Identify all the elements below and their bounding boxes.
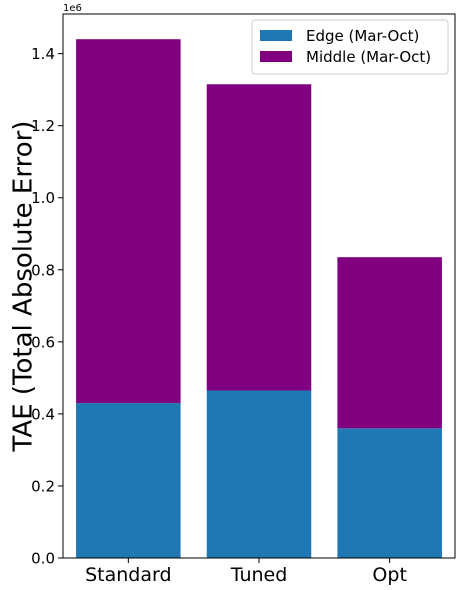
legend-label-middle: Middle (Mar-Oct) xyxy=(306,48,431,66)
y-offset-label: 1e6 xyxy=(63,3,82,14)
y-tick-label: 0.6 xyxy=(31,333,55,351)
x-tick-label: Tuned xyxy=(230,564,288,586)
bar-edge-opt xyxy=(337,428,442,558)
y-tick-label: 0.4 xyxy=(31,405,55,423)
bar-edge-tuned xyxy=(206,390,312,558)
y-axis: 0.0 0.2 0.4 0.6 0.8 1.0 1.2 1.4 xyxy=(31,45,63,568)
bar-middle-tuned xyxy=(206,84,312,391)
bar-middle-opt xyxy=(337,257,442,429)
bar-middle-standard xyxy=(76,39,181,404)
bars-layer xyxy=(76,39,442,558)
legend-swatch-middle xyxy=(260,51,292,62)
legend-box xyxy=(251,19,449,75)
y-axis-label: TAE (Total Absolute Error) xyxy=(9,121,39,453)
legend-swatch-edge xyxy=(260,30,292,41)
y-tick-label: 1.4 xyxy=(31,45,55,63)
legend: Edge (Mar-Oct) Middle (Mar-Oct) xyxy=(251,19,449,75)
legend-label-edge: Edge (Mar-Oct) xyxy=(306,27,419,45)
x-tick-label: Standard xyxy=(85,564,171,586)
x-axis: Standard Tuned Opt xyxy=(85,558,407,586)
y-tick-label: 1.0 xyxy=(31,189,55,207)
y-tick-label: 0.0 xyxy=(31,550,55,568)
x-tick-label: Opt xyxy=(372,564,406,586)
y-tick-label: 0.2 xyxy=(31,477,55,495)
y-tick-label: 1.2 xyxy=(31,117,55,135)
bar-edge-standard xyxy=(76,403,181,558)
y-tick-label: 0.8 xyxy=(31,261,55,279)
